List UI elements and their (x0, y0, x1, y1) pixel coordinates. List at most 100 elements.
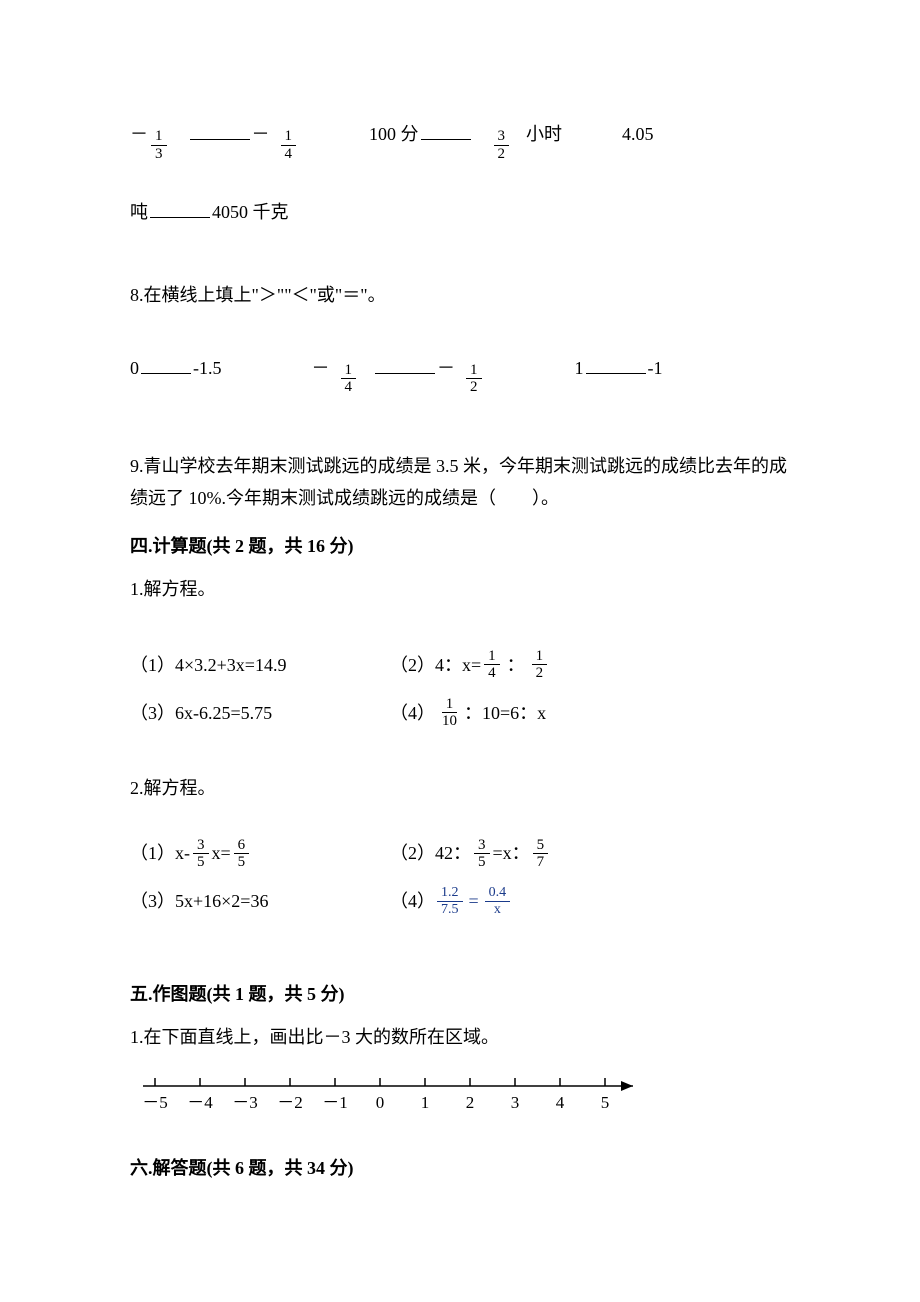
numerator: 1 (151, 128, 167, 146)
svg-text:3: 3 (511, 1093, 520, 1112)
svg-text:5: 5 (601, 1093, 610, 1112)
numerator: 1 (341, 362, 357, 380)
denominator: 7.5 (437, 902, 463, 918)
text-neg1-5: -1.5 (193, 354, 222, 383)
eq-text: （4） (390, 887, 435, 916)
numerator: 1.2 (437, 885, 463, 902)
text-4050kg: 4050 千克 (212, 198, 289, 227)
fraction-5-7: 5 7 (533, 837, 549, 871)
svg-text:4: 4 (556, 1093, 565, 1112)
numerator: 3 (494, 128, 510, 146)
svg-text:－3: －3 (232, 1093, 258, 1112)
denominator: 4 (341, 379, 357, 396)
number-line: －5－4－3－2－1012345 (130, 1072, 790, 1125)
section6-title: 六.解答题(共 6 题，共 34 分) (130, 1154, 790, 1183)
number-line-svg: －5－4－3－2－1012345 (130, 1072, 670, 1116)
denominator: 7 (533, 854, 549, 871)
numerator: 1 (532, 648, 548, 666)
numerator: 5 (533, 837, 549, 855)
denominator: 5 (193, 854, 209, 871)
blank-input[interactable] (141, 356, 191, 374)
eq-1: （1）x- 3 5 x= 6 5 (130, 837, 390, 871)
q7-row1: － 1 3 － 1 4 100 分 3 2 小时 4.05 (130, 120, 790, 162)
denominator: 10 (438, 713, 461, 730)
eq-text: ：10=6：x (464, 699, 546, 728)
section5-title: 五.作图题(共 1 题，共 5 分) (130, 980, 790, 1009)
eq-text: （4） (390, 699, 435, 728)
fraction-3-2: 3 2 (494, 128, 510, 162)
fraction-1-2: 1 2 (466, 362, 482, 396)
denominator: 2 (466, 379, 482, 396)
blank-input[interactable] (150, 200, 210, 218)
denominator: x (490, 902, 505, 918)
denominator: 4 (484, 665, 500, 682)
text-neg1: -1 (648, 354, 663, 383)
eq-text: ： (507, 651, 525, 680)
numerator: 0.4 (485, 885, 511, 902)
s4-p2-row2: （3）5x+16×2=36 （4） 1.2 7.5 = 0.4 x (130, 885, 790, 918)
numerator: 1 (442, 696, 458, 714)
denominator: 2 (494, 146, 510, 163)
blank-input[interactable] (586, 356, 646, 374)
fraction-3-5: 3 5 (193, 837, 209, 871)
svg-text:－5: －5 (142, 1093, 168, 1112)
fraction-0-4-x: 0.4 x (485, 885, 511, 918)
numerator: 1 (281, 128, 297, 146)
denominator: 5 (234, 854, 250, 871)
eq-text: =x： (493, 839, 530, 868)
fraction-1-4: 1 4 (281, 128, 297, 162)
text-100min: 100 分 (369, 120, 419, 149)
fraction-1-10: 1 10 (438, 696, 461, 730)
minus: － (252, 120, 270, 149)
q9-text: 9.青山学校去年期末测试跳远的成绩是 3.5 米，今年期末测试跳远的成绩比去年的… (130, 450, 790, 515)
blank-input[interactable] (190, 122, 250, 140)
text-0: 0 (130, 354, 139, 383)
s4-p1-row1: （1）4×3.2+3x=14.9 （2）4：x= 1 4 ： 1 2 (130, 648, 790, 682)
fraction-1-4: 1 4 (484, 648, 500, 682)
eq-3: （3）5x+16×2=36 (130, 885, 390, 918)
denominator: 3 (151, 146, 167, 163)
denominator: 2 (532, 665, 548, 682)
blank-input[interactable] (421, 122, 471, 140)
svg-text:－4: －4 (187, 1093, 213, 1112)
fraction-1-3: 1 3 (151, 128, 167, 162)
blank-input[interactable] (375, 356, 435, 374)
denominator: 5 (474, 854, 490, 871)
eq-4: （4） 1.2 7.5 = 0.4 x (390, 885, 512, 918)
fraction-1-4: 1 4 (341, 362, 357, 396)
s4-p1-row2: （3）6x-6.25=5.75 （4） 1 10 ：10=6：x (130, 696, 790, 730)
eq-text: = (469, 887, 479, 916)
numerator: 3 (474, 837, 490, 855)
text-hour: 小时 (526, 120, 562, 149)
eq-2: （2）4：x= 1 4 ： 1 2 (390, 648, 550, 682)
svg-text:1: 1 (421, 1093, 430, 1112)
text-ton: 吨 (130, 198, 148, 227)
eq-text: （1）x- (130, 839, 190, 868)
eq-3: （3）6x-6.25=5.75 (130, 696, 390, 730)
numerator: 1 (466, 362, 482, 380)
fraction-6-5: 6 5 (234, 837, 250, 871)
eq-4: （4） 1 10 ：10=6：x (390, 696, 546, 730)
fraction-1-2-7-5: 1.2 7.5 (437, 885, 463, 918)
q8-row: 0 -1.5 － 1 4 － 1 2 1 -1 (130, 354, 790, 396)
q7-row2: 吨 4050 千克 (130, 198, 790, 227)
s4-p1-title: 1.解方程。 (130, 575, 790, 604)
svg-text:－1: －1 (322, 1093, 348, 1112)
eq-text: x= (212, 839, 231, 868)
s5-q1: 1.在下面直线上，画出比－3 大的数所在区域。 (130, 1023, 790, 1052)
minus: － (312, 354, 330, 383)
eq-text: （1）4×3.2+3x=14.9 (130, 651, 286, 680)
svg-text:0: 0 (376, 1093, 385, 1112)
eq-text: （2）42： (390, 839, 471, 868)
eq-1: （1）4×3.2+3x=14.9 (130, 648, 390, 682)
denominator: 4 (281, 146, 297, 163)
s4-p2-row1: （1）x- 3 5 x= 6 5 （2）42： 3 5 =x： 5 7 (130, 837, 790, 871)
fraction-3-5: 3 5 (474, 837, 490, 871)
eq-text: （3）5x+16×2=36 (130, 887, 268, 916)
eq-text: （3）6x-6.25=5.75 (130, 699, 272, 728)
q8-title: 8.在横线上填上"＞""＜"或"＝"。 (130, 281, 790, 310)
minus: － (437, 354, 455, 383)
svg-text:－2: －2 (277, 1093, 303, 1112)
text-4-05: 4.05 (622, 120, 654, 149)
numerator: 1 (484, 648, 500, 666)
